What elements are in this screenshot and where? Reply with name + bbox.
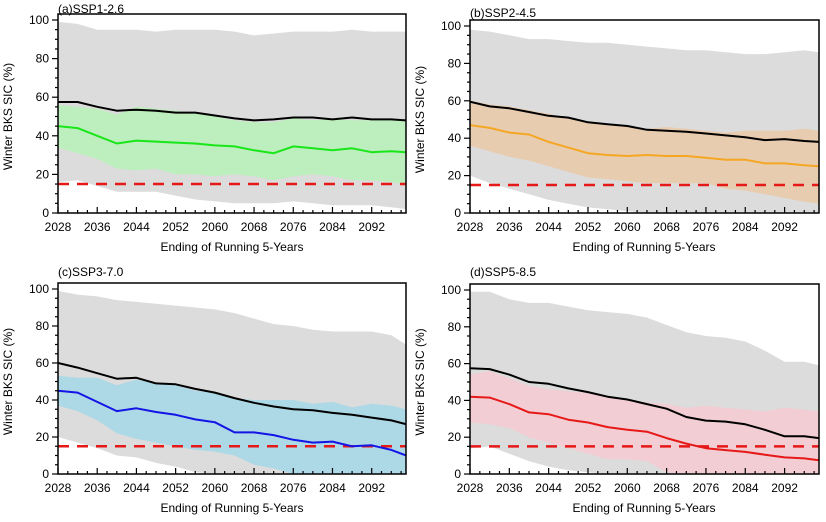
spread-band	[470, 371, 819, 474]
y-tick-label: 40	[36, 393, 50, 407]
panel-title: (a)SSP1-2.6	[58, 2, 124, 16]
y-tick-label: 60	[36, 90, 50, 104]
x-tick-label: 2044	[535, 481, 562, 495]
plot-frame	[469, 283, 820, 475]
x-tick-label: 2084	[732, 481, 759, 495]
y-tick-label: 60	[448, 357, 462, 371]
x-tick-label: 2036	[84, 481, 111, 495]
y-tick-label: 20	[448, 169, 462, 183]
y-tick-label: 100	[29, 13, 49, 27]
panel-a: (a)SSP1-2.6 Ending of Running 5-Years Wi…	[1, 2, 407, 254]
x-tick-label: 2068	[241, 220, 268, 234]
plot-frame	[57, 282, 407, 475]
ensemble-mean-line	[470, 124, 819, 168]
x-tick-label: 2092	[771, 220, 798, 234]
x-tick-label: 2076	[693, 220, 720, 234]
y-tick-label: 100	[441, 19, 461, 33]
reference-line	[470, 367, 819, 440]
x-tick-label: 2036	[84, 220, 111, 234]
x-tick-label: 2060	[614, 481, 641, 495]
x-axis-label: Ending of Running 5-Years	[573, 501, 716, 515]
x-tick-label: 2092	[358, 220, 385, 234]
y-tick-label: 0	[42, 467, 49, 481]
y-tick-label: 0	[454, 467, 461, 481]
x-tick-label: 2068	[653, 481, 680, 495]
y-tick-label: 40	[36, 129, 50, 143]
x-tick-label: 2036	[496, 220, 523, 234]
plot-area	[58, 290, 406, 474]
x-tick-label: 2028	[457, 481, 484, 495]
y-tick-label: 20	[448, 430, 462, 444]
ensemble-mean-line	[470, 395, 819, 462]
y-tick-label: 60	[448, 94, 462, 108]
x-tick-label: 2076	[280, 220, 307, 234]
y-tick-label: 100	[29, 282, 49, 296]
x-tick-label: 2044	[123, 220, 150, 234]
y-tick-label: 20	[36, 167, 50, 181]
x-tick-label: 2084	[319, 481, 346, 495]
x-tick-label: 2044	[535, 220, 562, 234]
spread-band	[470, 100, 819, 204]
x-tick-label: 2044	[123, 481, 150, 495]
y-axis-label: Winter BKS SIC (%)	[413, 328, 427, 435]
x-tick-label: 2060	[201, 481, 228, 495]
ensemble-mean-line	[58, 125, 406, 155]
x-axis-label: Ending of Running 5-Years	[573, 240, 716, 254]
x-tick-label: 2068	[653, 220, 680, 234]
y-tick-label: 60	[36, 356, 50, 370]
x-tick-label: 2084	[319, 220, 346, 234]
plot-area	[470, 29, 819, 213]
y-axis-label: Winter BKS SIC (%)	[413, 66, 427, 173]
y-tick-label: 80	[448, 320, 462, 334]
y-axis-label: Winter BKS SIC (%)	[1, 63, 15, 170]
x-tick-label: 2076	[280, 481, 307, 495]
x-tick-label: 2084	[732, 220, 759, 234]
y-axis-label: Winter BKS SIC (%)	[1, 328, 15, 435]
y-tick-label: 0	[42, 206, 49, 220]
y-tick-label: 20	[36, 430, 50, 444]
y-tick-label: 0	[454, 206, 461, 220]
reference-line	[58, 362, 406, 426]
x-tick-label: 2076	[693, 481, 720, 495]
y-tick-label: 40	[448, 393, 462, 407]
x-tick-label: 2092	[358, 481, 385, 495]
x-tick-label: 2052	[162, 481, 189, 495]
ensemble-mean-line	[58, 389, 406, 457]
x-axis-label: Ending of Running 5-Years	[161, 501, 304, 515]
x-tick-label: 2028	[457, 220, 484, 234]
panel-title: (b)SSP2-4.5	[470, 6, 536, 20]
panel-d: (d)SSP5-8.5 Ending of Running 5-Years Wi…	[413, 265, 820, 515]
y-tick-label: 80	[36, 52, 50, 66]
y-tick-label: 80	[36, 319, 50, 333]
panel-c: (c)SSP3-7.0 Ending of Running 5-Years Wi…	[1, 265, 407, 515]
spread-band	[58, 375, 406, 474]
x-tick-label: 2092	[771, 481, 798, 495]
plot-area	[58, 21, 406, 210]
x-tick-label: 2028	[45, 220, 72, 234]
y-tick-label: 40	[448, 131, 462, 145]
x-tick-label: 2068	[241, 481, 268, 495]
x-tick-label: 2052	[575, 481, 602, 495]
panel-title: (d)SSP5-8.5	[470, 265, 536, 279]
reference-line	[470, 100, 819, 143]
y-tick-label: 100	[441, 283, 461, 297]
panel-b: (b)SSP2-4.5 Ending of Running 5-Years Wi…	[413, 6, 820, 254]
x-tick-label: 2060	[614, 220, 641, 234]
x-tick-label: 2052	[162, 220, 189, 234]
plot-area	[470, 291, 819, 474]
x-axis-label: Ending of Running 5-Years	[161, 240, 304, 254]
x-tick-label: 2052	[575, 220, 602, 234]
x-tick-label: 2060	[201, 220, 228, 234]
panel-title: (c)SSP3-7.0	[58, 265, 124, 279]
spread-band	[58, 104, 406, 185]
x-tick-label: 2036	[496, 481, 523, 495]
y-tick-label: 80	[448, 56, 462, 70]
plot-frame	[469, 19, 820, 214]
x-tick-label: 2028	[45, 481, 72, 495]
reference-line	[58, 101, 406, 122]
plot-frame	[57, 13, 407, 214]
